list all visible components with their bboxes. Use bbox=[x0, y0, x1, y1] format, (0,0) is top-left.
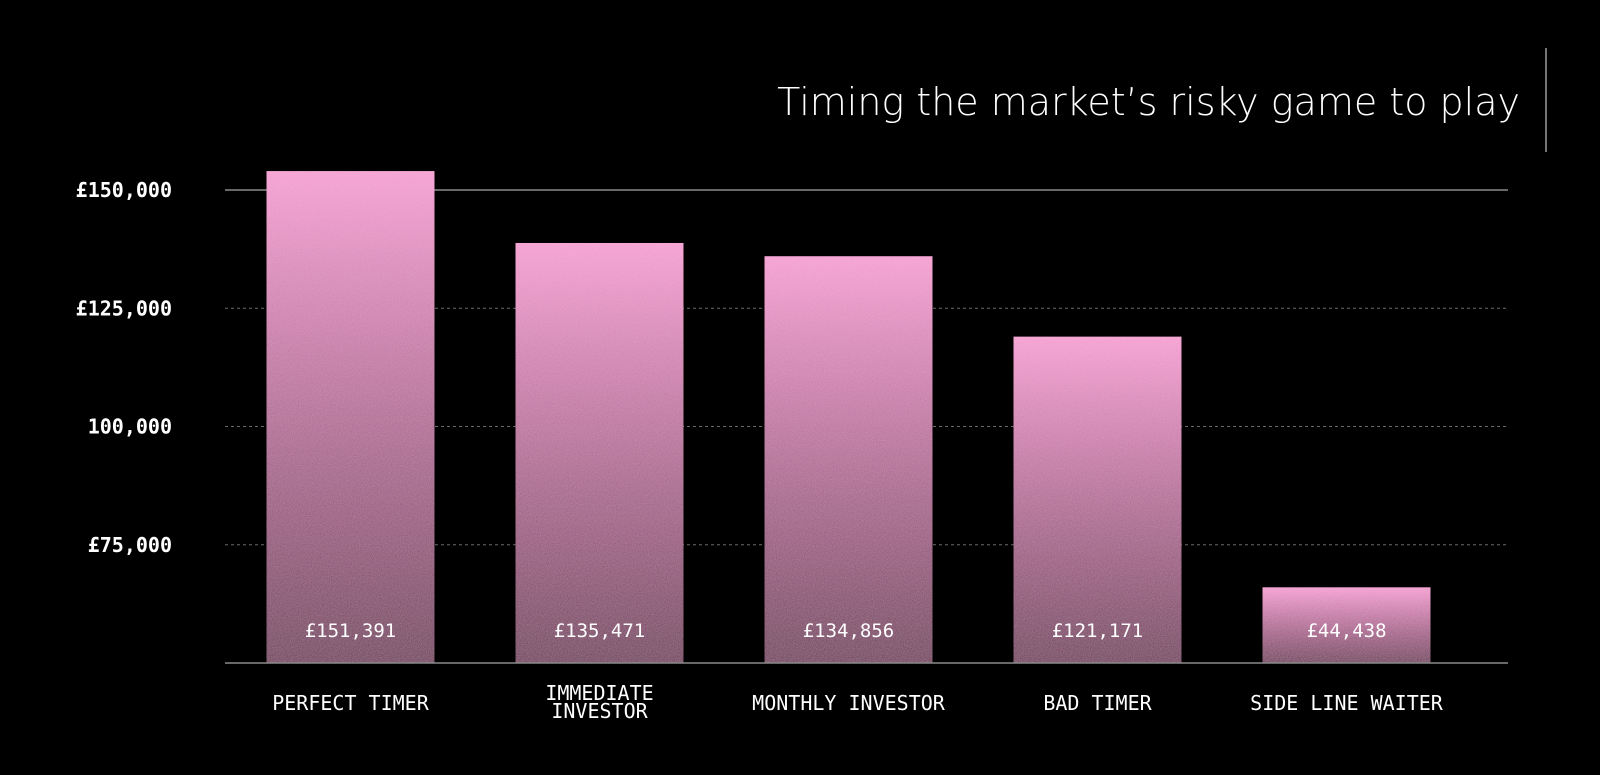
value-label: £134,856 bbox=[803, 620, 895, 642]
x-category-label: INVESTOR bbox=[551, 699, 648, 723]
bar-perfect-timer bbox=[266, 171, 435, 663]
chart-title: Timing the market’s risky game to play bbox=[777, 80, 1520, 124]
value-label: £151,391 bbox=[305, 620, 397, 642]
y-tick-label: £125,000 bbox=[76, 296, 172, 320]
y-tick-label: 100,000 bbox=[88, 415, 172, 439]
y-tick-label: £150,000 bbox=[76, 178, 172, 202]
gridlines bbox=[225, 189, 1508, 546]
value-label: £121,171 bbox=[1052, 620, 1144, 642]
bar-immediate-investor bbox=[515, 242, 684, 663]
value-label: £135,471 bbox=[554, 620, 646, 642]
y-axis-ticks: £150,000 £125,000 100,000 £75,000 bbox=[76, 178, 172, 557]
bars bbox=[266, 171, 1431, 663]
x-category-label: BAD TIMER bbox=[1043, 691, 1152, 715]
bar-monthly-investor bbox=[764, 256, 933, 663]
x-category-label: IMMEDIATE bbox=[545, 681, 653, 705]
bar-side-line-waiter bbox=[1262, 587, 1431, 663]
value-labels: £151,391 £135,471 £134,856 £121,171 £44,438 bbox=[305, 620, 1387, 642]
x-category-label: MONTHLY INVESTOR bbox=[752, 691, 946, 715]
y-tick-label: £75,000 bbox=[88, 533, 172, 557]
x-category-label: SIDE LINE WAITER bbox=[1250, 691, 1444, 715]
bar-bad-timer bbox=[1013, 336, 1182, 663]
x-category-label: PERFECT TIMER bbox=[272, 691, 429, 715]
value-label: £44,438 bbox=[1306, 620, 1386, 642]
